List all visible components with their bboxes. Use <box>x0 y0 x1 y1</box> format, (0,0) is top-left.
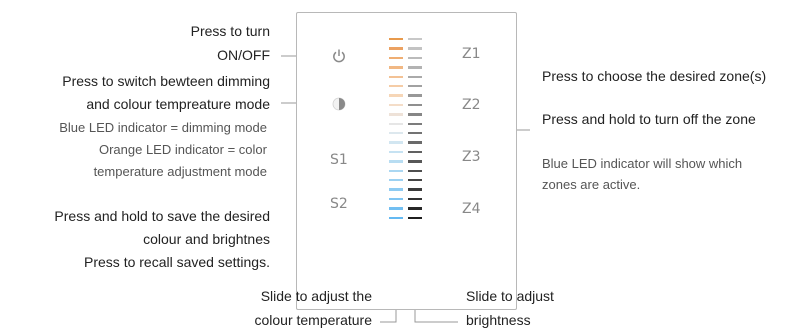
slider-led-segment <box>408 122 422 125</box>
half-circle-mode-icon[interactable] <box>331 96 347 112</box>
slider-led-segment <box>408 94 422 97</box>
mode-note-line-3: temperature adjustment mode <box>93 164 267 179</box>
brightness-slider[interactable] <box>408 38 422 226</box>
zone-button-z1[interactable]: Z1 <box>462 46 481 62</box>
slider-led-segment <box>408 132 422 135</box>
slider-led-segment <box>389 216 403 219</box>
slider-led-segment <box>389 169 403 172</box>
mode-note-line-1: Blue LED indicator = dimming mode <box>59 120 267 135</box>
slider-led-segment <box>408 207 422 210</box>
slider-led-segment <box>389 66 403 69</box>
slider-led-segment <box>408 179 422 182</box>
slider-led-segment <box>389 113 403 116</box>
zone-note-line-1: Blue LED indicator will show which <box>542 156 743 171</box>
slider-led-segment <box>389 179 403 182</box>
slider-led-segment <box>389 47 403 50</box>
slider-led-segment <box>389 56 403 60</box>
slider-led-segment <box>408 75 422 78</box>
power-callout-line-1: Press to turn <box>190 23 270 39</box>
slider-led-segment <box>408 103 422 107</box>
mode-callout-line-1: Press to switch bewteen dimming <box>62 73 270 89</box>
slider-led-segment <box>408 188 422 191</box>
slider-led-segment <box>408 47 422 50</box>
slider-led-segment <box>408 216 422 219</box>
zone-note-line-2: zones are active. <box>542 177 641 192</box>
slider-led-segment <box>408 66 422 69</box>
slider-led-segment <box>408 197 422 201</box>
save-callout-line-1: Press and hold to save the desired <box>54 208 270 224</box>
zone-callout-line-2: Press and hold to turn off the zone <box>542 111 756 127</box>
cct-slider-callout-line-1: Slide to adjust the <box>260 288 372 304</box>
zone-button-z3[interactable]: Z3 <box>462 149 481 165</box>
slider-led-segment <box>389 122 403 125</box>
slider-led-segment <box>389 141 403 144</box>
slider-led-segment <box>408 113 422 116</box>
control-panel <box>296 12 517 310</box>
slider-led-segment <box>389 197 403 201</box>
save-callout-line-2: colour and brightnes <box>143 231 270 247</box>
slider-led-segment <box>389 160 403 163</box>
slider-led-segment <box>389 207 403 210</box>
cct-slider-callout-line-2: colour temperature <box>254 312 372 328</box>
slider-led-segment <box>389 150 403 154</box>
slider-led-segment <box>389 85 403 88</box>
slider-led-segment <box>389 188 403 191</box>
brightness-slider-callout-line-2: brightness <box>466 312 531 328</box>
cct-slider[interactable] <box>389 38 403 226</box>
brightness-slider-callout-line-1: Slide to adjust <box>466 288 554 304</box>
slider-led-segment <box>389 38 403 41</box>
slider-led-segment <box>408 38 422 41</box>
slider-led-segment <box>408 150 422 154</box>
power-icon[interactable] <box>331 48 347 64</box>
slider-led-segment <box>408 160 422 163</box>
zone-button-z4[interactable]: Z4 <box>462 201 481 217</box>
save-callout-line-3: Press to recall saved settings. <box>84 254 270 270</box>
slider-led-segment <box>408 56 422 60</box>
mode-callout-line-2: and colour tempreature mode <box>86 96 270 112</box>
slider-led-segment <box>389 132 403 135</box>
power-callout-line-2: ON/OFF <box>217 47 270 63</box>
slider-led-segment <box>408 141 422 144</box>
slider-led-segment <box>389 75 403 78</box>
slider-led-segment <box>408 169 422 172</box>
zone-button-z2[interactable]: Z2 <box>462 97 481 113</box>
zone-callout-line-1: Press to choose the desired zone(s) <box>542 68 767 84</box>
scene-button-s2[interactable]: S2 <box>330 196 348 212</box>
scene-button-s1[interactable]: S1 <box>330 152 348 168</box>
slider-led-segment <box>408 85 422 88</box>
mode-note-line-2: Orange LED indicator = color <box>98 142 267 157</box>
slider-led-segment <box>389 103 403 107</box>
slider-led-segment <box>389 94 403 97</box>
